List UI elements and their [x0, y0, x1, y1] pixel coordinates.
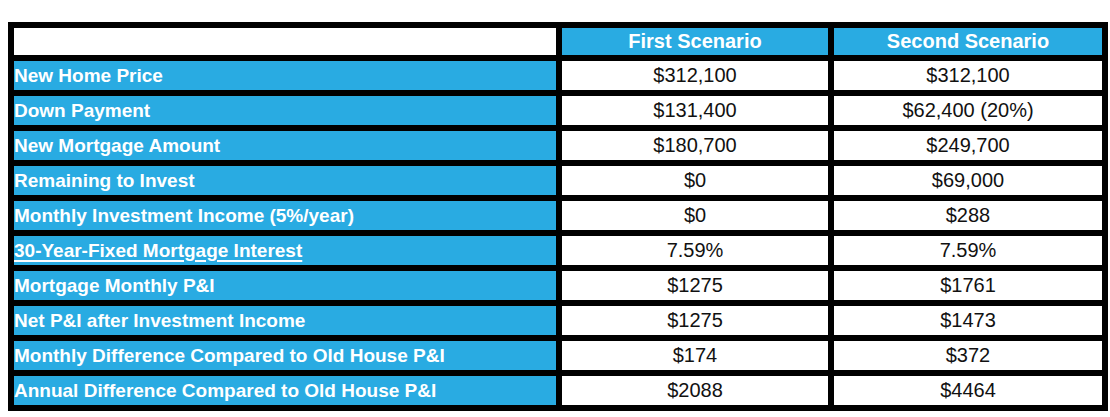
row-label: Net P&I after Investment Income [14, 310, 305, 331]
corner-empty-cell [11, 25, 559, 58]
table-row: Mortgage Monthly P&I $1275 $1761 [11, 268, 1105, 303]
row-label: Annual Difference Compared to Old House … [14, 380, 436, 401]
first-scenario-value: $174 [559, 338, 831, 373]
second-scenario-value: $249,700 [831, 128, 1105, 163]
header-row: First Scenario Second Scenario [11, 25, 1105, 58]
row-label: Remaining to Invest [14, 170, 195, 191]
first-scenario-value: 7.59% [559, 233, 831, 268]
first-scenario-value: $2088 [559, 373, 831, 408]
column-header-first-scenario: First Scenario [559, 25, 831, 58]
mortgage-comparison-table: First Scenario Second Scenario New Home … [8, 22, 1108, 411]
table-row: Annual Difference Compared to Old House … [11, 373, 1105, 408]
row-label: Monthly Difference Compared to Old House… [14, 345, 445, 366]
table-body: New Home Price $312,100 $312,100 Down Pa… [11, 58, 1105, 408]
first-scenario-value: $1275 [559, 268, 831, 303]
table-row: Monthly Investment Income (5%/year) $0 $… [11, 198, 1105, 233]
first-scenario-value: $312,100 [559, 58, 831, 93]
first-scenario-value: $0 [559, 163, 831, 198]
second-scenario-value: 7.59% [831, 233, 1105, 268]
first-scenario-value: $0 [559, 198, 831, 233]
first-scenario-value: $180,700 [559, 128, 831, 163]
second-scenario-value: $1473 [831, 303, 1105, 338]
table-row: Down Payment $131,400 $62,400 (20%) [11, 93, 1105, 128]
table-row: Remaining to Invest $0 $69,000 [11, 163, 1105, 198]
second-scenario-value: $69,000 [831, 163, 1105, 198]
second-scenario-value: $288 [831, 198, 1105, 233]
column-header-second-scenario: Second Scenario [831, 25, 1105, 58]
row-label: 30-Year-Fixed Mortgage Interest [14, 240, 302, 261]
first-scenario-value: $1275 [559, 303, 831, 338]
row-label: New Mortgage Amount [14, 135, 220, 156]
row-label: New Home Price [14, 65, 163, 86]
row-label: Down Payment [14, 100, 150, 121]
second-scenario-value: $1761 [831, 268, 1105, 303]
table-row: New Mortgage Amount $180,700 $249,700 [11, 128, 1105, 163]
table-row: 30-Year-Fixed Mortgage Interest 7.59% 7.… [11, 233, 1105, 268]
first-scenario-value: $131,400 [559, 93, 831, 128]
row-label: Monthly Investment Income (5%/year) [14, 205, 354, 226]
table-row: Monthly Difference Compared to Old House… [11, 338, 1105, 373]
table-row: Net P&I after Investment Income $1275 $1… [11, 303, 1105, 338]
second-scenario-value: $4464 [831, 373, 1105, 408]
second-scenario-value: $312,100 [831, 58, 1105, 93]
row-label: Mortgage Monthly P&I [14, 275, 215, 296]
table-row: New Home Price $312,100 $312,100 [11, 58, 1105, 93]
page-canvas: First Scenario Second Scenario New Home … [0, 0, 1110, 417]
second-scenario-value: $372 [831, 338, 1105, 373]
second-scenario-value: $62,400 (20%) [831, 93, 1105, 128]
